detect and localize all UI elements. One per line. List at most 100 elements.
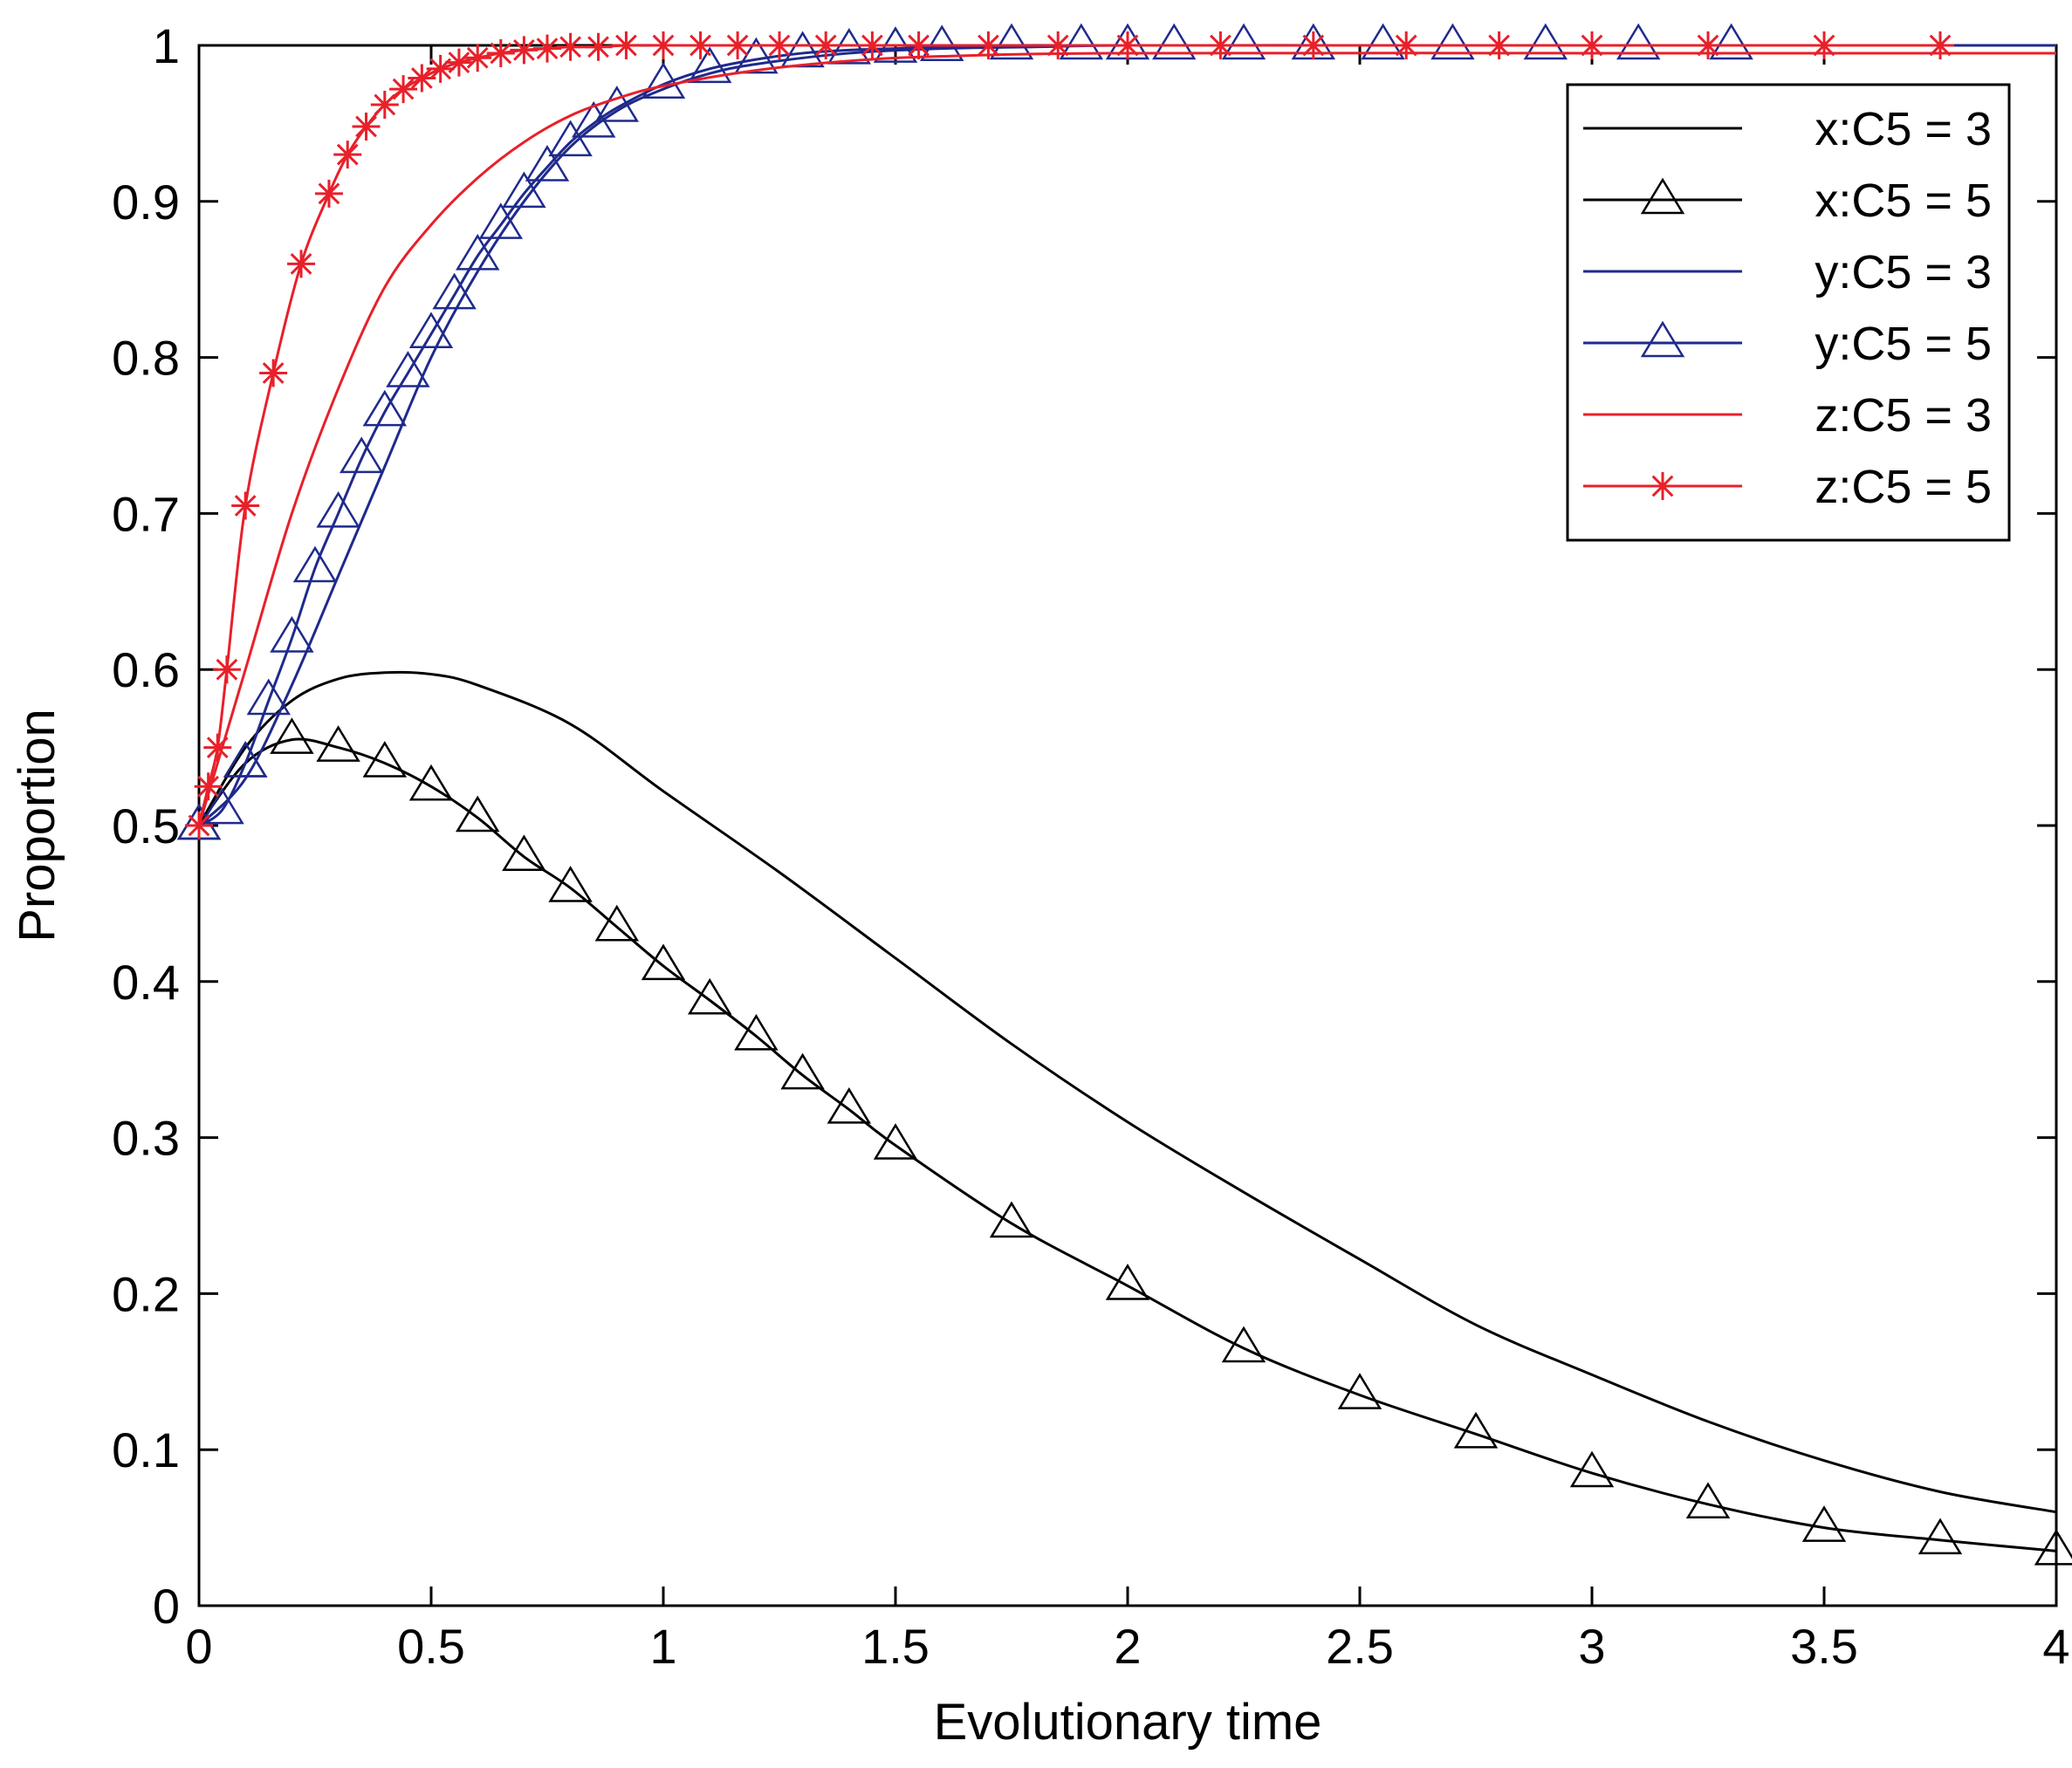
- star-marker: [686, 31, 715, 59]
- triangle-marker: [873, 1123, 918, 1160]
- star-marker: [649, 31, 677, 59]
- triangle-marker: [525, 145, 570, 182]
- y-tick-label: 0.2: [112, 1266, 180, 1321]
- star-marker: [556, 32, 585, 61]
- star-marker: [584, 32, 613, 61]
- legend-label: z:C5 = 5: [1815, 461, 1992, 513]
- star-marker: [724, 31, 752, 59]
- star-marker: [1206, 31, 1235, 59]
- x-tick-label: 2.5: [1326, 1619, 1394, 1674]
- series-line: [197, 670, 2057, 1514]
- triangle-marker: [594, 904, 640, 942]
- triangle-marker: [1801, 1505, 1847, 1542]
- star-marker: [231, 491, 260, 520]
- triangle-marker: [1105, 1264, 1150, 1300]
- triangle-marker: [270, 616, 314, 653]
- triangle-marker: [362, 741, 408, 778]
- legend-box: [1566, 83, 2011, 542]
- triangle-marker: [2034, 1529, 2072, 1566]
- legend-label: z:C5 = 3: [1815, 389, 1992, 442]
- x-tick-label: 1: [649, 1619, 676, 1674]
- triangle-marker: [1569, 1450, 1615, 1488]
- y-tick-label: 0.5: [112, 798, 180, 853]
- series-1: [197, 670, 2057, 1514]
- triangle-marker: [641, 943, 686, 981]
- x-tick-label: 4: [2042, 1619, 2069, 1674]
- star-marker: [1694, 31, 1722, 59]
- triangle-marker: [687, 46, 732, 84]
- triangle-marker: [1640, 320, 1685, 358]
- star-marker: [533, 34, 561, 63]
- star-marker: [1649, 472, 1677, 500]
- star-marker: [203, 733, 232, 762]
- star-marker: [426, 54, 455, 83]
- star-marker: [812, 31, 840, 59]
- y-tick-label: 1: [153, 18, 180, 73]
- star-marker: [612, 31, 641, 59]
- series-layer: [176, 23, 2072, 1566]
- series-6: [185, 31, 1954, 839]
- star-marker: [194, 772, 223, 801]
- star-marker: [185, 812, 213, 839]
- y-tick-label: 0: [153, 1579, 180, 1634]
- triangle-marker: [548, 866, 593, 902]
- star-marker: [259, 359, 288, 387]
- star-marker: [370, 90, 399, 119]
- triangle-marker: [919, 24, 964, 62]
- triangle-marker: [780, 1052, 825, 1090]
- star-marker: [1485, 31, 1513, 59]
- star-marker: [1114, 31, 1142, 59]
- triangle-marker: [408, 312, 454, 349]
- star-marker: [486, 38, 515, 67]
- star-marker: [858, 31, 887, 59]
- star-marker: [510, 36, 539, 65]
- triangle-marker: [1616, 23, 1661, 60]
- triangle-marker: [455, 233, 500, 271]
- series-4: [176, 23, 1753, 840]
- triangle-marker: [687, 977, 732, 1015]
- x-tick-label: 0: [185, 1619, 212, 1674]
- y-axis-title: Proportion: [9, 709, 65, 942]
- star-marker: [974, 31, 1003, 59]
- star-marker: [1578, 31, 1606, 59]
- triangle-marker: [502, 834, 546, 872]
- triangle-marker: [270, 717, 314, 754]
- y-tick-label: 0.4: [112, 955, 180, 1010]
- legend-label: y:C5 = 5: [1815, 318, 1992, 370]
- series-5: [197, 51, 2056, 826]
- triangle-marker: [989, 1201, 1034, 1238]
- star-marker: [389, 75, 418, 104]
- star-marker: [212, 655, 241, 684]
- triangle-marker: [1431, 23, 1475, 60]
- x-tick-label: 1.5: [861, 1619, 930, 1674]
- triangle-marker: [408, 764, 454, 801]
- star-marker: [444, 48, 473, 77]
- triangle-marker: [734, 1013, 779, 1051]
- star-marker: [1299, 31, 1328, 59]
- legend: x:C5 = 3 x:C5 = 5 y:C5 = 3 y:C5 = 5 z:C5 = 3…: [1566, 83, 2011, 542]
- legend-label: x:C5 = 5: [1815, 175, 1992, 227]
- triangle-marker: [641, 62, 686, 99]
- y-tick-label: 0.8: [112, 331, 180, 386]
- axis-ticks: 0 0.5 1 1.5 2 2.5 3 3.5 4 0 0.1 0.2 0.3 0.4 0.5 0.6 0.7 0…: [112, 18, 2069, 1674]
- triangle-marker: [1709, 23, 1753, 60]
- triangle-marker: [246, 678, 292, 716]
- triangle-marker: [989, 23, 1034, 60]
- star-marker: [1926, 31, 1954, 59]
- star-marker: [1392, 31, 1421, 59]
- triangle-marker: [1523, 23, 1568, 60]
- star-marker: [352, 112, 381, 140]
- x-axis-title: Evolutionary time: [934, 1694, 1322, 1751]
- triangle-marker: [432, 272, 477, 310]
- triangle-marker: [292, 545, 338, 583]
- y-tick-label: 0.3: [112, 1111, 180, 1166]
- x-tick-label: 3: [1578, 1619, 1605, 1674]
- legend-label: x:C5 = 3: [1815, 103, 1992, 155]
- triangle-marker: [1221, 1326, 1266, 1363]
- star-marker: [333, 140, 362, 169]
- y-tick-label: 0.7: [112, 486, 180, 541]
- series-line: [197, 51, 2056, 826]
- y-tick-label: 0.6: [112, 642, 180, 697]
- triangle-marker: [734, 37, 779, 74]
